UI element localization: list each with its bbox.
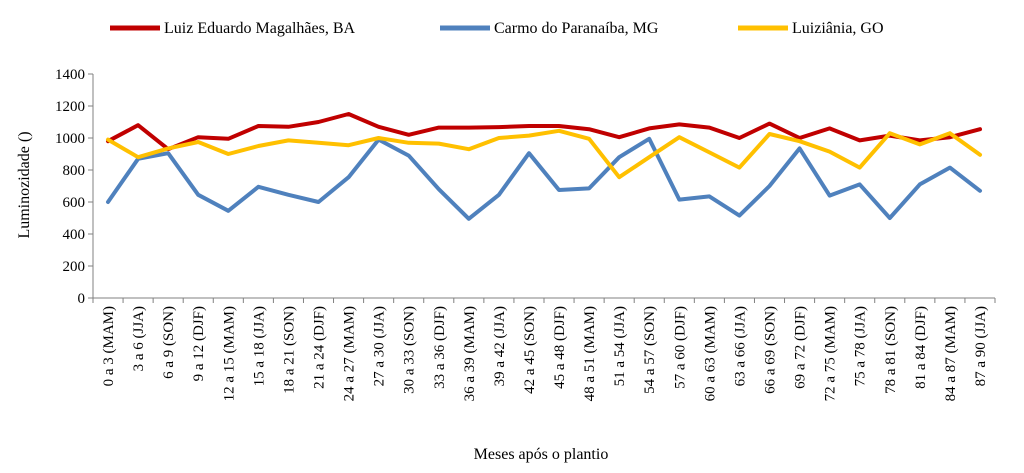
x-tick-label: 51 a 54 (JJA) xyxy=(612,306,628,386)
y-tick-label: 1400 xyxy=(55,67,85,83)
y-tick-label: 1200 xyxy=(55,99,85,115)
y-tick-label: 800 xyxy=(63,163,86,179)
x-tick-label: 78 a 81 (SON) xyxy=(883,306,899,394)
x-tick-label: 30 a 33 (SON) xyxy=(402,306,418,394)
y-axis-title: Luminozidade () xyxy=(16,131,33,238)
y-tick-label: 400 xyxy=(63,227,86,243)
legend-label-1: Luiz Eduardo Magalhães, BA xyxy=(164,20,356,37)
series-line-1 xyxy=(106,112,982,152)
chart-tick-labels: 0 200 400 600 800 1000 1200 1400 0 a 3 (MAM) 3 a … xyxy=(55,67,989,401)
y-tick-label: 1000 xyxy=(55,131,85,147)
chart-series xyxy=(106,112,982,221)
x-tick-label: 18 a 21 (SON) xyxy=(281,306,297,394)
chart-legend: Luiz Eduardo Magalhães, BA Carmo do Paran… xyxy=(110,20,884,37)
series-line-3 xyxy=(106,128,982,180)
x-tick-label: 81 a 84 (DJF) xyxy=(913,306,929,389)
x-tick-label: 27 a 30 (JJA) xyxy=(372,306,388,386)
x-tick-label: 45 a 48 (DJF) xyxy=(552,306,568,389)
x-tick-label: 69 a 72 (DJF) xyxy=(793,306,809,389)
x-tick-label: 75 a 78 (JJA) xyxy=(853,306,869,386)
x-axis-title: Meses após o plantio xyxy=(474,446,609,463)
x-tick-label: 42 a 45 (SON) xyxy=(522,306,538,394)
x-tick-label: 24 a 27 (MAM) xyxy=(342,306,358,401)
x-tick-label: 3 a 6 (JJA) xyxy=(131,306,147,371)
x-tick-label: 54 a 57 (SON) xyxy=(642,306,658,394)
x-tick-label: 39 a 42 (JJA) xyxy=(492,306,508,386)
x-tick-label: 36 a 39 (MAM) xyxy=(462,306,478,401)
y-tick-label: 0 xyxy=(78,291,86,307)
legend-label-2: Carmo do Paranaíba, MG xyxy=(494,20,659,37)
x-tick-label: 48 a 51 (MAM) xyxy=(582,306,598,401)
x-tick-label: 57 a 60 (DJF) xyxy=(672,306,688,389)
x-tick-label: 72 a 75 (MAM) xyxy=(823,306,839,401)
x-tick-label: 66 a 69 (SON) xyxy=(763,306,779,394)
x-tick-label: 63 a 66 (JJA) xyxy=(732,306,748,386)
x-tick-label: 84 a 87 (MAM) xyxy=(943,306,959,401)
x-tick-label: 33 a 36 (DJF) xyxy=(432,306,448,389)
y-tick-label: 200 xyxy=(63,259,86,275)
chart-axes xyxy=(88,73,996,303)
x-tick-label: 60 a 63 (MAM) xyxy=(702,306,718,401)
y-tick-label: 600 xyxy=(63,195,86,211)
x-tick-label: 12 a 15 (MAM) xyxy=(221,306,237,401)
legend-label-3: Luiziânia, GO xyxy=(792,20,884,37)
x-tick-label: 21 a 24 (DJF) xyxy=(312,306,328,389)
x-tick-label: 6 a 9 (SON) xyxy=(161,306,177,379)
series-line-2 xyxy=(106,136,982,221)
x-tick-label: 87 a 90 (JJA) xyxy=(973,306,989,386)
x-tick-label: 15 a 18 (JJA) xyxy=(251,306,267,386)
x-tick-label: 0 a 3 (MAM) xyxy=(101,306,117,386)
x-tick-label: 9 a 12 (DJF) xyxy=(191,306,207,381)
